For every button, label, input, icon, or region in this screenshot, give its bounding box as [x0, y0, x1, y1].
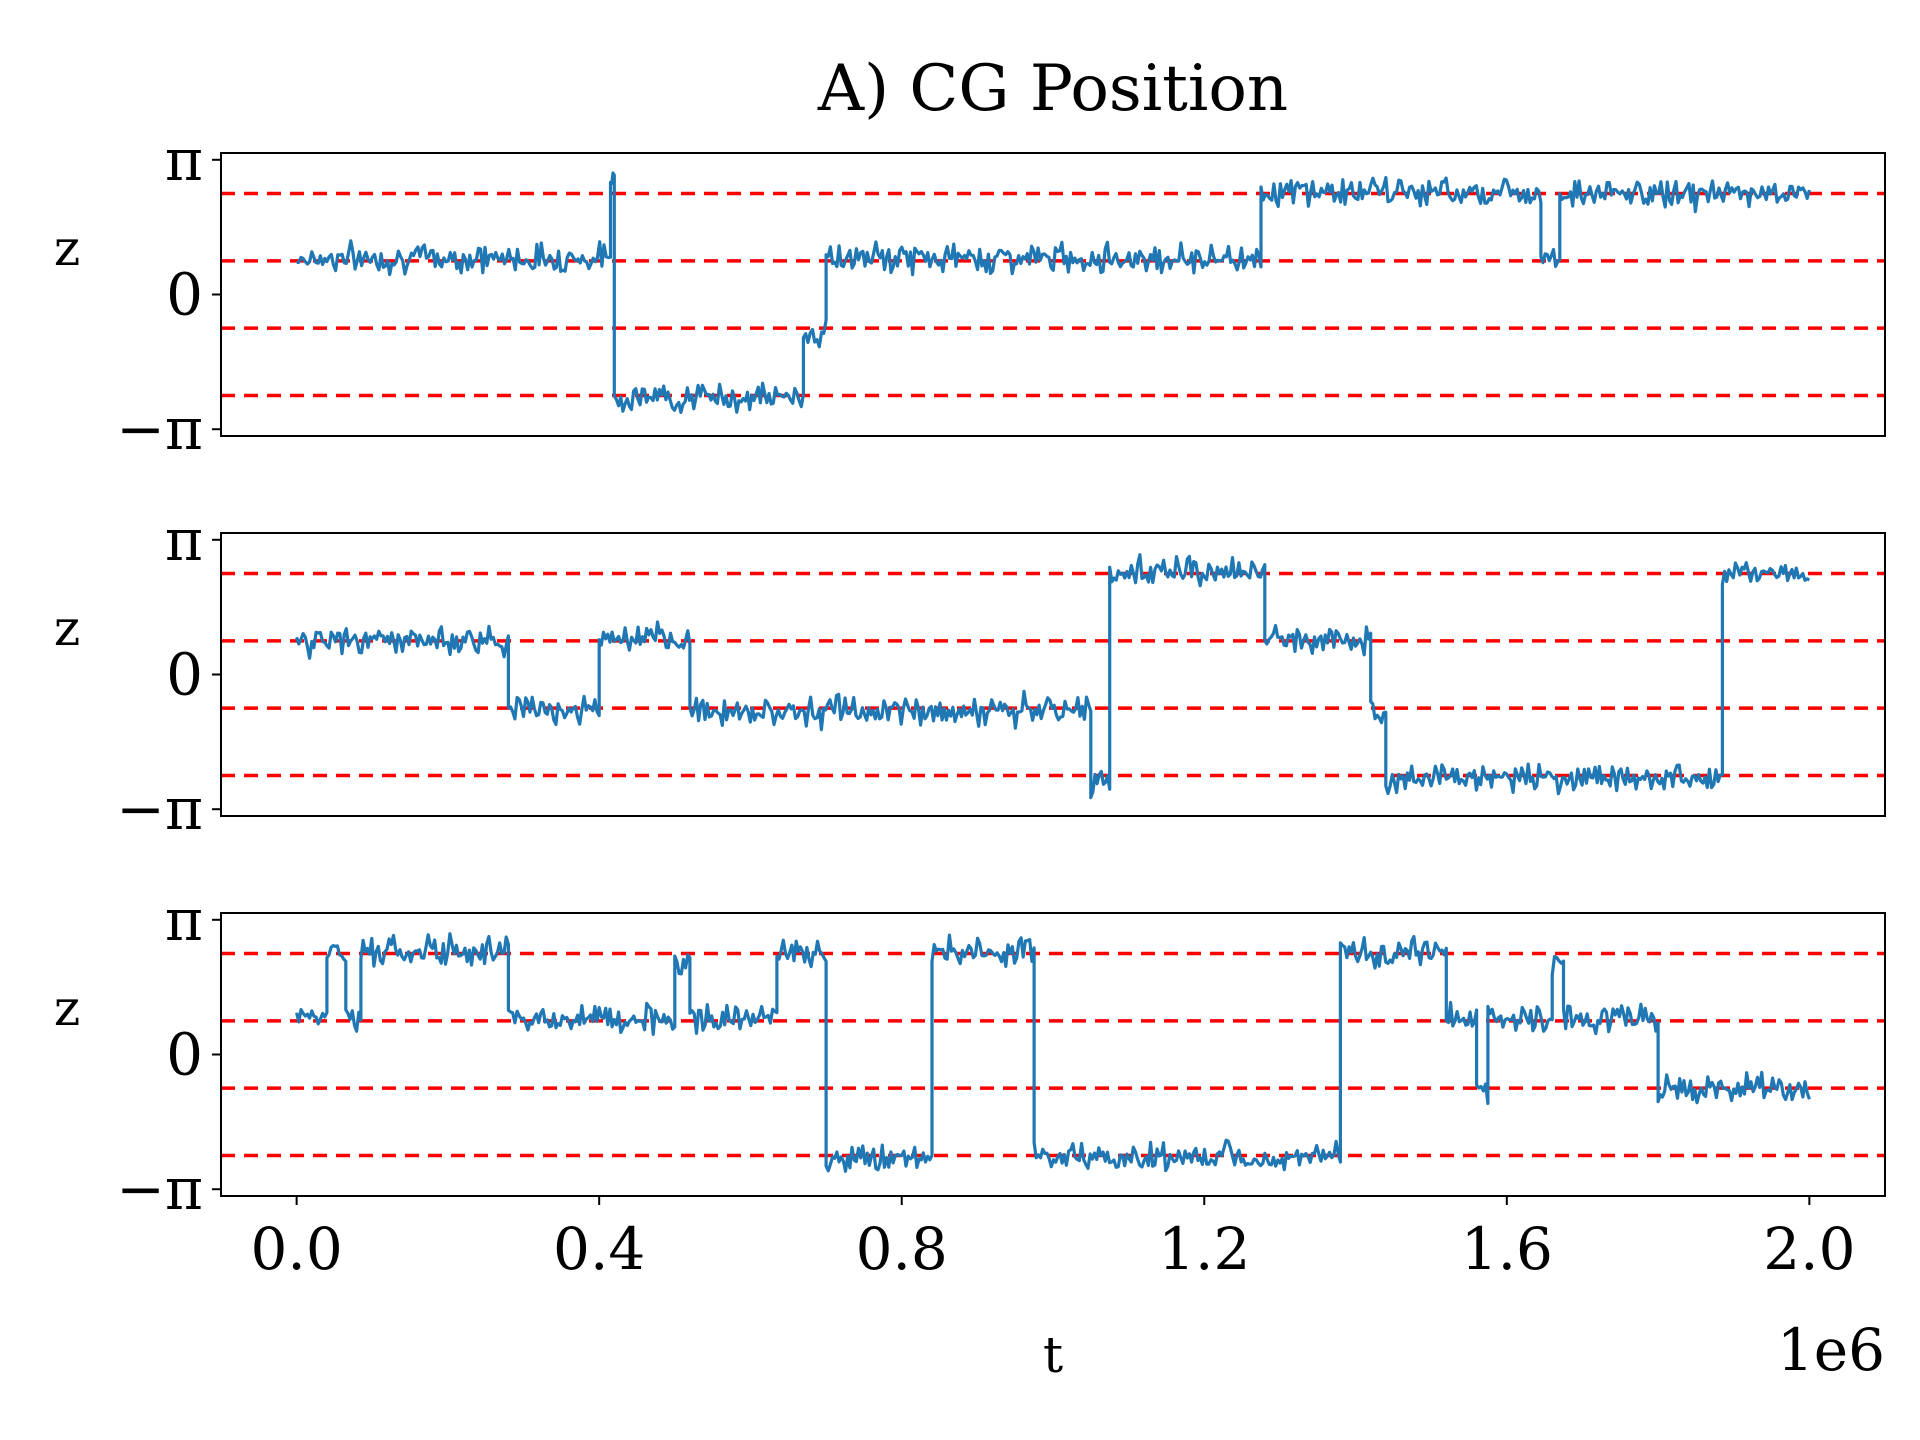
- series-line-1: [295, 932, 1811, 1173]
- y-tick-label: π: [165, 886, 203, 954]
- x-tick-label: 0.0: [251, 1215, 343, 1283]
- y-axis-label: z: [54, 979, 80, 1037]
- panel-2: −π 0 π z: [54, 506, 1886, 843]
- y-tick-label: 0: [166, 261, 203, 329]
- y-tick-label: 0: [166, 641, 203, 709]
- x-tick-label: 1.2: [1158, 1215, 1250, 1283]
- panel-1: −π 0 π z: [54, 126, 1886, 463]
- y-tick-label: −π: [116, 395, 203, 463]
- panels: −π 0 π z −π 0 π z −π 0 π z 0.0 0.4 0.8 1.2 1.6 2.0: [54, 126, 1886, 1283]
- plot-frame: [220, 532, 1886, 817]
- x-offset-label: 1e6: [1777, 1316, 1885, 1384]
- y-axis-label: z: [54, 599, 80, 657]
- chart-title: A) CG Position: [817, 52, 1288, 126]
- y-tick-label: 0: [166, 1021, 203, 1089]
- y-axis-label: z: [54, 219, 80, 277]
- series-line-1: [296, 171, 1811, 414]
- y-tick-label: −π: [116, 1155, 203, 1223]
- y-tick-label: π: [165, 126, 203, 194]
- x-axis-label: t: [1043, 1326, 1063, 1384]
- y-tick-label: −π: [116, 775, 203, 843]
- x-tick-label: 0.4: [553, 1215, 645, 1283]
- plot-frame: [220, 152, 1886, 437]
- series-line-1: [295, 553, 1811, 800]
- x-tick-label: 2.0: [1763, 1215, 1855, 1283]
- panel-3: −π 0 π z 0.0 0.4 0.8 1.2 1.6 2.0: [54, 886, 1886, 1283]
- y-tick-label: π: [165, 506, 203, 574]
- x-tick-label: 1.6: [1461, 1215, 1553, 1283]
- x-tick-label: 0.8: [856, 1215, 948, 1283]
